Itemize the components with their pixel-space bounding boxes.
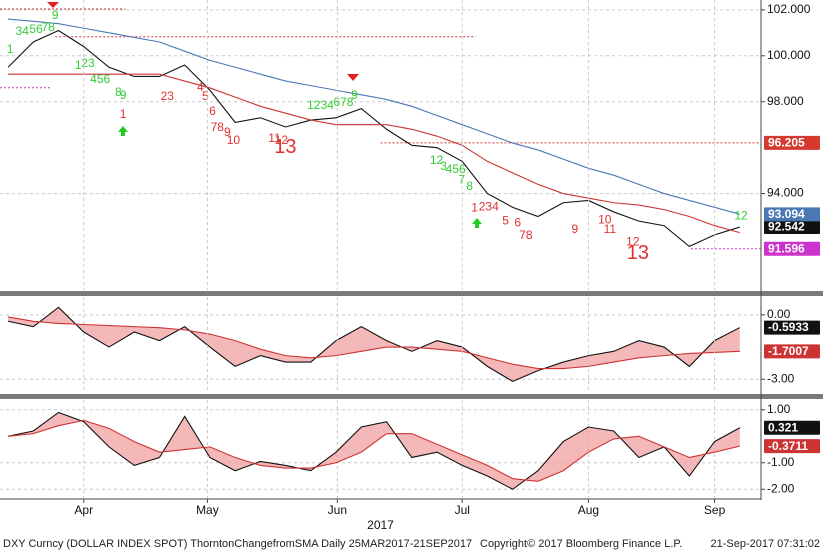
count-label: 456 <box>446 162 466 176</box>
y-tick-label: 0.00 <box>767 307 791 321</box>
count-label: 9 <box>120 88 127 102</box>
y-tick-label: -3.00 <box>767 371 795 385</box>
count-label: 12 <box>430 153 444 167</box>
x-tick-label: Jun <box>328 503 347 517</box>
value-box <box>764 207 820 222</box>
count-label: 1 <box>471 201 478 215</box>
y-tick-label: -1.00 <box>767 455 795 469</box>
count-label: 11 <box>604 222 617 236</box>
count-label: 9 <box>571 222 578 236</box>
footer-source: DXY Curncy (DOLLAR INDEX SPOT) ThorntonC… <box>3 538 472 550</box>
x-axis-label: 2017 <box>367 518 394 532</box>
series-line <box>7 316 740 370</box>
count-label: 456 <box>90 72 110 86</box>
y-tick-label: 102.000 <box>767 2 811 16</box>
count-label: 23 <box>161 89 175 103</box>
count-label: 1234 <box>307 98 334 112</box>
value-box <box>764 220 820 235</box>
count-label: 11 <box>268 131 281 145</box>
count-label: 5 <box>202 89 209 103</box>
count-label: 12 <box>626 235 640 249</box>
value-box-label: 93.094 <box>768 207 805 221</box>
value-box <box>764 439 820 454</box>
count-label: 13 <box>627 242 649 264</box>
count-label: 12 <box>275 133 289 147</box>
value-box-label: 96.205 <box>768 136 805 150</box>
y-tick-label: 94.000 <box>767 186 804 200</box>
sell-arrow <box>347 74 359 81</box>
buy-arrow <box>118 126 128 136</box>
count-label: 678 <box>333 95 353 109</box>
count-label: 78 <box>42 20 56 34</box>
series-line <box>7 29 740 248</box>
x-tick-label: Apr <box>74 503 93 517</box>
value-box-label: -0.3711 <box>768 439 808 453</box>
count-label: 13 <box>274 136 296 158</box>
spread-fill <box>8 412 740 490</box>
panel: 0.00 -3.00 -0.5933 -1.7007 <box>0 306 820 385</box>
panel: 1.00 -1.00 -2.00 Apr May Jun Jul Aug Sep 2017 0.32… <box>0 0 820 532</box>
footer-copyright: Copyright© 2017 Bloomberg Finance L.P. <box>480 538 682 550</box>
count-label: 9 <box>224 125 231 139</box>
count-label: 9 <box>52 8 59 22</box>
footer-timestamp: 21-Sep-2017 07:31:02 <box>711 538 820 550</box>
y-tick-label: 100.000 <box>767 48 811 62</box>
count-label: 9 <box>351 88 358 102</box>
count-label: 10 <box>598 213 612 227</box>
value-box-label: 92.542 <box>768 220 805 234</box>
value-box-label: 0.321 <box>768 420 798 434</box>
count-label: 56 <box>29 22 43 36</box>
value-box-label: -1.7007 <box>768 344 809 358</box>
count-label: 1 <box>7 42 14 56</box>
x-tick-label: Jul <box>455 503 470 517</box>
count-label: 12 <box>734 209 748 223</box>
count-label: 5 <box>502 214 509 228</box>
count-label: 78 <box>519 228 533 242</box>
x-tick-label: Aug <box>578 503 599 517</box>
series-line <box>7 411 741 490</box>
value-box-label: 91.596 <box>768 241 805 255</box>
value-box <box>764 241 820 256</box>
panel-separator <box>0 394 823 399</box>
value-box <box>764 320 820 335</box>
count-label: 1 <box>120 107 127 121</box>
value-box-label: -0.5933 <box>768 320 809 334</box>
x-tick-label: Sep <box>704 503 726 517</box>
count-label: 234 <box>479 200 499 214</box>
value-box <box>764 420 820 435</box>
count-label: 78 <box>211 120 225 134</box>
series-line <box>8 419 740 482</box>
count-label: 6 <box>514 216 521 230</box>
count-label: 8 <box>115 85 122 99</box>
count-label: 3 <box>440 159 447 173</box>
value-box <box>764 135 820 150</box>
sell-arrow <box>47 2 59 8</box>
series-line <box>7 306 741 383</box>
spread-fill <box>8 307 740 382</box>
count-label: 6 <box>209 104 216 118</box>
count-label: 8 <box>466 179 473 193</box>
value-box <box>764 344 820 359</box>
y-tick-label: -2.00 <box>767 481 795 495</box>
buy-arrow <box>472 218 482 228</box>
count-label: 4 <box>197 80 204 94</box>
count-label: 10 <box>227 133 241 147</box>
count-label: 7 <box>458 173 465 187</box>
count-label: 34 <box>16 24 30 38</box>
panel-separator <box>0 291 823 296</box>
y-tick-label: 98.000 <box>767 94 804 108</box>
series-line <box>8 73 740 234</box>
count-label: 23 <box>81 56 95 70</box>
y-tick-label: 1.00 <box>767 402 791 416</box>
series-line <box>8 18 740 215</box>
count-label: 1 <box>75 58 82 72</box>
x-tick-label: May <box>196 503 219 517</box>
